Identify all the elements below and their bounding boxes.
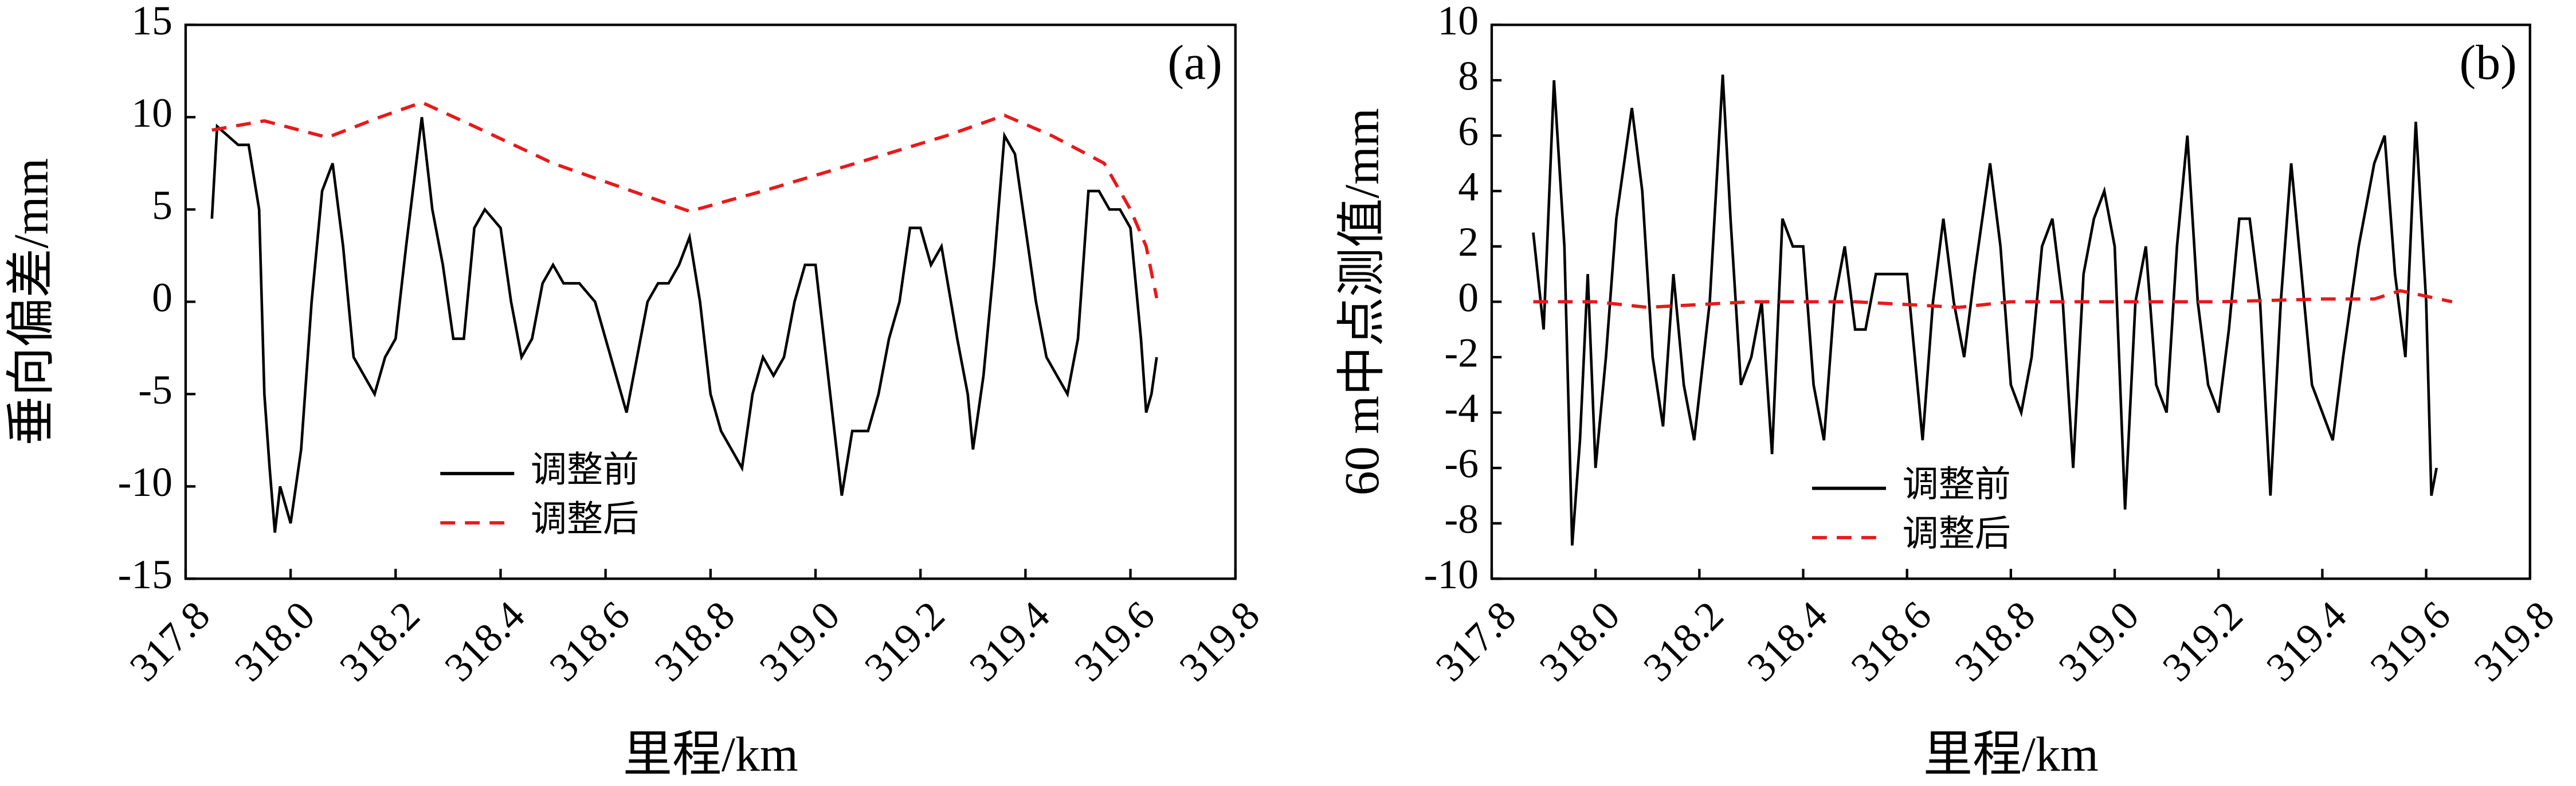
data-line [1532, 75, 2438, 546]
x-tick-label: 318.6 [1842, 592, 1940, 690]
y-tick-label: 5 [152, 182, 172, 228]
y-tick-label: 0 [1458, 275, 1479, 320]
x-tick-label: 318.0 [1531, 592, 1629, 690]
data-line [210, 117, 1158, 533]
x-tick-label: 318.4 [436, 592, 534, 690]
legend-label: 调整后 [1903, 514, 2011, 554]
x-tick-label: 317.8 [121, 592, 219, 690]
x-tick-label: 318.8 [646, 592, 744, 690]
plot-frame [184, 24, 1237, 580]
x-tick-label: 318.8 [1946, 592, 2044, 690]
y-tick-label: 6 [1458, 108, 1479, 154]
y-tick-label: -5 [138, 367, 172, 413]
x-tick-label: 319.2 [2154, 592, 2252, 690]
legend-label: 调整前 [1903, 464, 2011, 505]
y-axis-label: 60 m中点测值/mm [1334, 108, 1389, 495]
x-tick-label: 318.2 [1634, 592, 1732, 690]
x-tick-label: 318.4 [1738, 592, 1836, 690]
y-tick-label: 2 [1458, 219, 1479, 265]
x-tick-label: 317.8 [1427, 592, 1525, 690]
data-line [1533, 289, 2453, 309]
y-axis-label: 垂向偏差/mm [3, 158, 58, 446]
x-tick-label: 318.2 [331, 592, 429, 690]
legend-label: 调整前 [531, 449, 639, 490]
x-tick-label: 319.6 [1065, 592, 1163, 690]
x-tick-label: 319.4 [960, 592, 1058, 690]
x-tick-label: 319.0 [2050, 592, 2148, 690]
y-tick-label: 8 [1458, 53, 1479, 99]
y-tick-label: -8 [1444, 496, 1479, 542]
x-tick-label: 319.2 [856, 592, 954, 690]
x-tick-label: 319.8 [1171, 592, 1269, 690]
legend-label: 调整后 [531, 499, 639, 539]
y-tick-label: -2 [1444, 330, 1479, 376]
panel-label: (a) [1167, 35, 1222, 90]
y-tick-label: -15 [117, 552, 172, 597]
y-tick-label: 4 [1458, 164, 1479, 210]
y-tick-label: 10 [1437, 0, 1479, 44]
x-axis-label: 里程/km [623, 727, 798, 782]
x-tick-label: 318.6 [540, 592, 638, 690]
x-tick-label: 318.0 [226, 592, 324, 690]
x-tick-label: 319.4 [2257, 592, 2355, 690]
y-tick-label: 0 [152, 275, 172, 320]
y-tick-label: -10 [117, 459, 172, 505]
y-tick-label: -6 [1444, 441, 1479, 487]
x-tick-label: 319.0 [751, 592, 849, 690]
y-tick-label: -10 [1424, 552, 1479, 597]
y-tick-label: -4 [1444, 385, 1479, 431]
x-axis-label: 里程/km [1923, 727, 2099, 782]
y-tick-label: 10 [131, 90, 172, 136]
y-tick-label: 15 [131, 0, 172, 44]
data-line [211, 100, 1159, 299]
x-tick-label: 319.6 [2361, 592, 2459, 690]
panel-label: (b) [2460, 35, 2517, 90]
x-tick-label: 319.8 [2465, 592, 2563, 690]
